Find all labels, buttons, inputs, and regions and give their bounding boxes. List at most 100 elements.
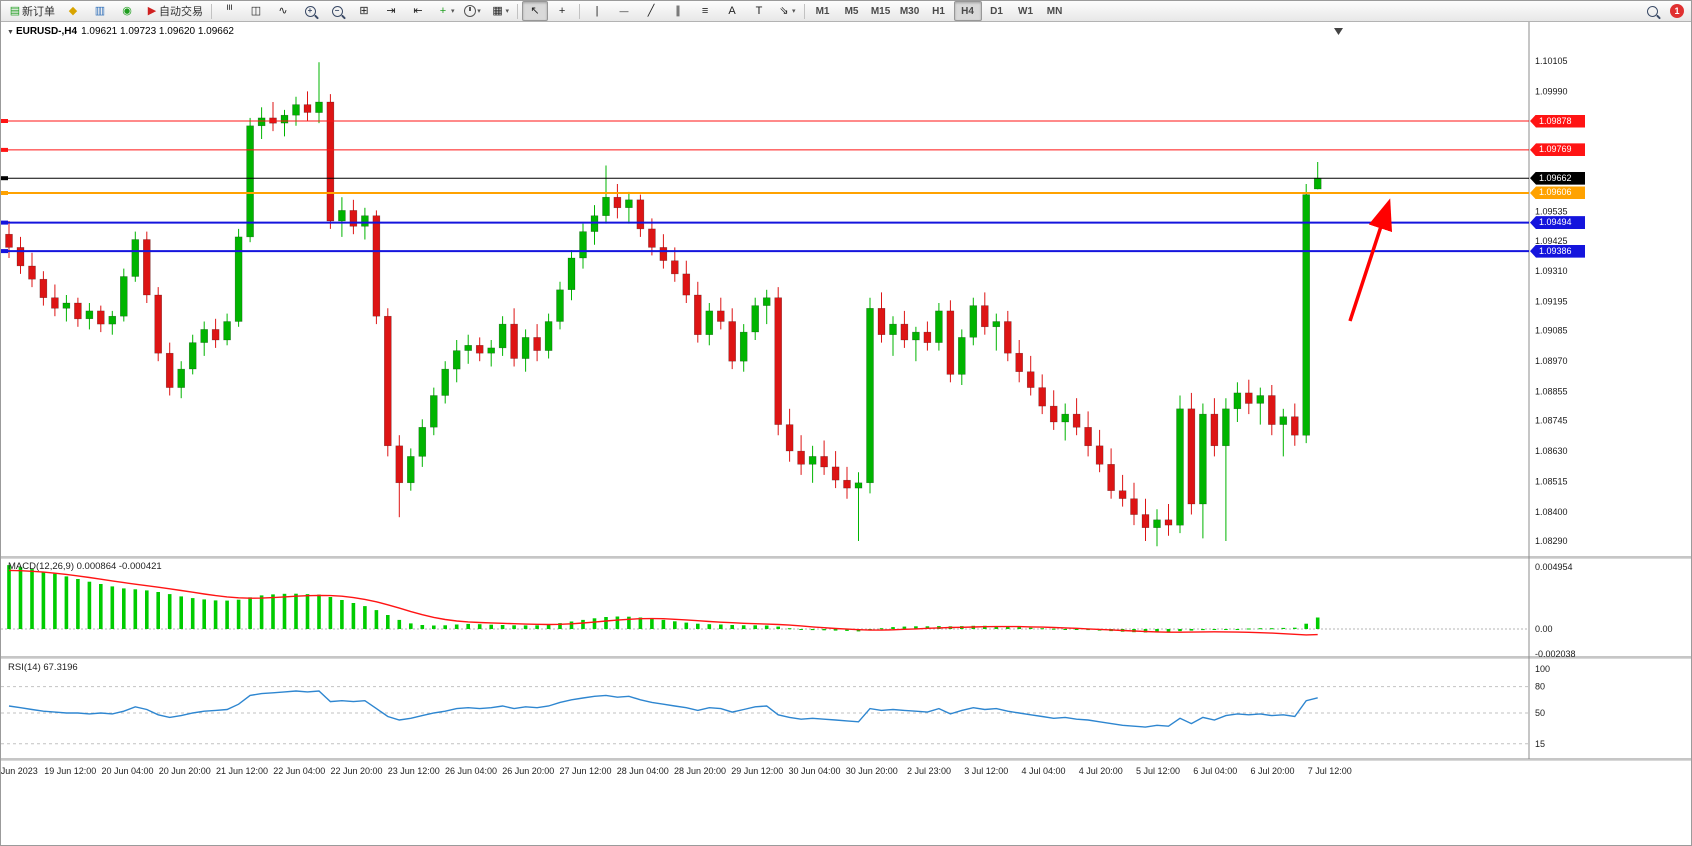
price-tag-1.09662: 1.09662 <box>1530 171 1585 185</box>
data-window-button[interactable]: ▥ <box>87 1 113 21</box>
zoom-in-icon: + <box>304 5 316 17</box>
cursor-tool-button[interactable]: ↖ <box>522 1 549 21</box>
svg-text:50: 50 <box>1535 708 1545 718</box>
main-toolbar: ▤ 新订单 ◆ ▥ ◉ ▶ 自动交易 ≡ ◫ ∿ + − ⊞ ⇥ ⇤ + ▾ ▾ … <box>1 1 1691 22</box>
svg-text:29 Jun 12:00: 29 Jun 12:00 <box>731 766 783 776</box>
zoom-in-button[interactable]: + <box>297 1 323 21</box>
svg-text:5 Jul 12:00: 5 Jul 12:00 <box>1136 766 1180 776</box>
chart-shift-button[interactable]: ⇤ <box>405 1 431 21</box>
svg-text:22 Jun 20:00: 22 Jun 20:00 <box>330 766 382 776</box>
timeframe-m5[interactable]: M5 <box>844 5 859 17</box>
svg-text:1.10105: 1.10105 <box>1535 56 1568 66</box>
caret-down-icon: ▾ <box>792 8 796 15</box>
svg-text:15: 15 <box>1535 739 1545 749</box>
zoom-out-button[interactable]: − <box>324 1 350 21</box>
line-chart-button[interactable]: ∿ <box>270 1 296 21</box>
toolbar-separator <box>803 3 805 19</box>
svg-text:20 Jun 04:00: 20 Jun 04:00 <box>101 766 153 776</box>
svg-text:26 Jun 20:00: 26 Jun 20:00 <box>502 766 554 776</box>
svg-text:0.00: 0.00 <box>1535 624 1553 634</box>
ohlc-values: 1.09621 1.09723 1.09620 1.09662 <box>81 26 234 37</box>
text-label-tool-button[interactable]: T <box>746 1 772 21</box>
caret-down-icon: ▾ <box>505 8 510 15</box>
fibonacci-tool-button[interactable]: ≡ <box>692 1 718 21</box>
svg-text:28 Jun 20:00: 28 Jun 20:00 <box>674 766 726 776</box>
svg-text:1.08855: 1.08855 <box>1535 387 1568 397</box>
periods-button[interactable]: ▾ <box>460 1 486 21</box>
template-button[interactable]: ▦ ▾ <box>487 1 514 21</box>
channel-tool-button[interactable]: ∥ <box>665 1 691 21</box>
svg-text:26 Jun 04:00: 26 Jun 04:00 <box>445 766 497 776</box>
timeframe-mn[interactable]: MN <box>1046 5 1063 17</box>
symbol-label: EURUSD-,H4 <box>15 26 78 37</box>
toolbar-separator <box>579 3 581 19</box>
svg-text:28 Jun 04:00: 28 Jun 04:00 <box>617 766 669 776</box>
svg-text:6 Jul 04:00: 6 Jul 04:00 <box>1193 766 1237 776</box>
svg-text:21 Jun 12:00: 21 Jun 12:00 <box>216 766 268 776</box>
trendline-tool-button[interactable]: ╱ <box>638 1 664 21</box>
svg-text:1.09535: 1.09535 <box>1535 207 1568 217</box>
arrows-tool-button[interactable]: ⇘ ▾ <box>773 1 800 21</box>
auto-scroll-button[interactable]: ⇥ <box>378 1 404 21</box>
panel-separator-rsi[interactable] <box>1 654 1691 660</box>
data-window-icon: ▥ <box>94 5 106 17</box>
svg-text:-0.002038: -0.002038 <box>1535 649 1576 659</box>
market-watch-button[interactable]: ◆ <box>60 1 86 21</box>
tile-windows-button[interactable]: ⊞ <box>351 1 377 21</box>
candlestick-chart-icon: ◫ <box>250 5 262 17</box>
price-tag-1.09878: 1.09878 <box>1530 114 1585 128</box>
text-tool-button[interactable]: A <box>719 1 745 21</box>
horizontal-line-icon: — <box>619 6 629 16</box>
svg-text:23 Jun 12:00: 23 Jun 12:00 <box>388 766 440 776</box>
timeframe-w1[interactable]: W1 <box>1018 5 1034 17</box>
auto-trading-button[interactable]: ▶ 自动交易 <box>141 1 207 21</box>
auto-trading-label: 自动交易 <box>159 6 203 18</box>
svg-text:0.004954: 0.004954 <box>1535 562 1573 572</box>
svg-text:1.08400: 1.08400 <box>1535 507 1568 517</box>
bar-chart-button[interactable]: ≡ <box>216 1 242 21</box>
notification-badge[interactable]: 1 <box>1670 4 1684 18</box>
market-watch-icon: ◆ <box>68 5 78 17</box>
price-tag-1.09386: 1.09386 <box>1530 244 1585 258</box>
price-axis[interactable] <box>1529 21 1691 759</box>
line-chart-icon: ∿ <box>278 5 288 17</box>
chart-title: ▼ EURUSD-,H4 1.09621 1.09723 1.09620 1.096… <box>7 26 234 37</box>
channel-icon: ∥ <box>675 5 681 17</box>
indicators-icon: + <box>439 5 447 17</box>
svg-text:30 Jun 20:00: 30 Jun 20:00 <box>846 766 898 776</box>
symbol-dropdown-icon[interactable]: ▼ <box>7 29 14 36</box>
svg-text:1.08970: 1.08970 <box>1535 356 1568 366</box>
panel-separator-macd[interactable] <box>1 554 1691 560</box>
crosshair-tool-button[interactable]: + <box>549 1 575 21</box>
time-axis[interactable] <box>1 759 1529 789</box>
search-button[interactable] <box>1639 1 1665 21</box>
svg-text:2 Jul 23:00: 2 Jul 23:00 <box>907 766 951 776</box>
navigator-button[interactable]: ◉ <box>114 1 140 21</box>
vertical-line-icon: | <box>595 5 599 17</box>
svg-text:1.08515: 1.08515 <box>1535 477 1568 487</box>
new-order-button[interactable]: ▤ 新订单 <box>4 1 59 21</box>
text-label-icon: T <box>755 5 763 17</box>
svg-text:19 Jun 12:00: 19 Jun 12:00 <box>44 766 96 776</box>
caret-down-icon: ▾ <box>451 8 455 15</box>
chart-window[interactable]: 1.10105 1.09990 1.09535 1.09425 1.09310 1.091… <box>1 21 1691 845</box>
svg-text:6 Jul 20:00: 6 Jul 20:00 <box>1250 766 1294 776</box>
candlestick-chart-button[interactable]: ◫ <box>243 1 269 21</box>
price-tag-1.09494: 1.09494 <box>1530 216 1585 230</box>
crosshair-icon: + <box>558 5 566 17</box>
timeframe-d1[interactable]: D1 <box>990 5 1003 17</box>
timeframe-h1[interactable]: H1 <box>932 5 945 17</box>
svg-text:1.09195: 1.09195 <box>1535 297 1568 307</box>
horizontal-line-tool-button[interactable]: — <box>611 1 637 21</box>
timeframe-h4[interactable]: H4 <box>953 1 982 21</box>
timeframe-m30[interactable]: M30 <box>899 5 920 17</box>
timeframe-m1[interactable]: M1 <box>815 5 830 17</box>
timeframe-m15[interactable]: M15 <box>870 5 891 17</box>
vertical-line-tool-button[interactable]: | <box>584 1 610 21</box>
clock-icon <box>464 5 477 17</box>
timeframe-group: M1 M5 M15 M30 H1 H4 D1 W1 MN <box>809 1 1069 21</box>
caret-down-icon: ▾ <box>477 8 481 15</box>
indicators-button[interactable]: + ▾ <box>432 1 459 21</box>
rsi-label: RSI(14) 67.3196 <box>8 662 78 673</box>
